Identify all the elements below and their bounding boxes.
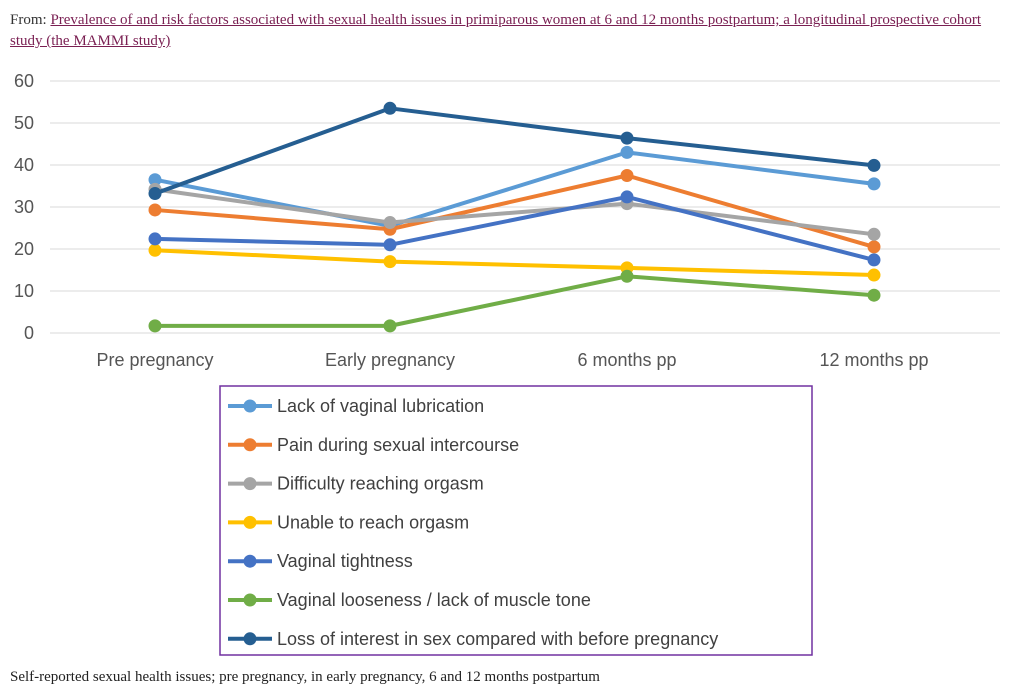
- data-point: [867, 177, 881, 191]
- data-point: [148, 173, 162, 187]
- data-point: [867, 253, 881, 267]
- legend-swatch-marker: [243, 632, 257, 646]
- y-tick-label: 20: [14, 239, 34, 259]
- legend: Lack of vaginal lubrication Pain during s…: [219, 385, 813, 656]
- series-group: [148, 101, 881, 333]
- series-line: [153, 187, 876, 237]
- line-chart: 0 10 20 30 40 50 60 Pre pregnancy Early pregnan…: [14, 71, 1000, 656]
- legend-label: Loss of interest in sex compared with be…: [277, 629, 718, 649]
- y-axis-ticks: 0 10 20 30 40 50 60: [14, 71, 34, 343]
- legend-swatch-marker: [243, 477, 257, 491]
- y-tick-label: 10: [14, 281, 34, 301]
- series-line: [153, 248, 876, 278]
- data-point: [867, 288, 881, 302]
- legend-item: Pain during sexual intercourse: [228, 435, 519, 455]
- series-line: [153, 194, 876, 262]
- source-citation: From: Prevalence of and risk factors ass…: [10, 10, 1000, 52]
- data-point: [383, 238, 397, 252]
- legend-swatch-marker: [243, 554, 257, 568]
- data-point: [148, 243, 162, 257]
- legend-swatch-marker: [243, 593, 257, 607]
- legend-item: Difficulty reaching orgasm: [228, 474, 484, 494]
- y-tick-label: 30: [14, 197, 34, 217]
- legend-label: Vaginal tightness: [277, 551, 413, 571]
- data-point: [620, 131, 634, 145]
- source-prefix: From:: [10, 12, 51, 28]
- figure-caption: Self-reported sexual health issues; pre …: [10, 669, 600, 685]
- series-vaginal-looseness-lack-of-muscle-tone: [148, 269, 881, 333]
- data-point: [867, 227, 881, 241]
- legend-item: Loss of interest in sex compared with be…: [228, 629, 718, 649]
- data-point: [620, 190, 634, 204]
- y-tick-label: 40: [14, 155, 34, 175]
- legend-item: Lack of vaginal lubrication: [228, 396, 484, 416]
- source-article-link[interactable]: Prevalence of and risk factors associate…: [10, 12, 982, 49]
- data-point: [148, 232, 162, 246]
- data-point: [148, 203, 162, 217]
- data-point: [620, 169, 634, 182]
- data-point: [867, 158, 881, 172]
- legend-item: Vaginal tightness: [228, 551, 413, 571]
- data-point: [383, 216, 397, 230]
- y-tick-label: 50: [14, 113, 34, 133]
- legend-label: Unable to reach orgasm: [277, 512, 469, 532]
- series-loss-of-interest-in-sex-compared-with-before-pregnancy: [148, 101, 881, 201]
- x-axis-ticks: Pre pregnancy Early pregnancy 6 months pp 1…: [96, 350, 928, 370]
- legend-swatch-marker: [243, 399, 257, 413]
- legend-swatch-marker: [243, 515, 257, 529]
- data-point: [867, 268, 881, 282]
- legend-label: Vaginal looseness / lack of muscle tone: [277, 590, 591, 610]
- data-point: [383, 319, 397, 333]
- x-tick-label: Early pregnancy: [325, 350, 455, 370]
- y-tick-label: 0: [24, 323, 34, 343]
- legend-label: Lack of vaginal lubrication: [277, 396, 484, 416]
- data-point: [383, 101, 397, 115]
- series-unable-to-reach-orgasm: [148, 243, 881, 282]
- data-point: [383, 255, 397, 269]
- data-point: [867, 240, 881, 254]
- data-point: [148, 187, 162, 201]
- series-line: [153, 150, 876, 228]
- x-tick-label: Pre pregnancy: [96, 350, 213, 370]
- legend-label: Pain during sexual intercourse: [277, 435, 519, 455]
- legend-label: Difficulty reaching orgasm: [277, 474, 484, 494]
- series-vaginal-tightness: [148, 190, 881, 267]
- legend-swatch-marker: [243, 438, 257, 452]
- legend-box: [219, 385, 813, 656]
- legend-item: Vaginal looseness / lack of muscle tone: [228, 590, 591, 610]
- gridlines: [50, 80, 1000, 334]
- y-tick-label: 60: [14, 71, 34, 91]
- legend-item: Unable to reach orgasm: [228, 512, 469, 532]
- data-point: [620, 145, 634, 159]
- series-line: [153, 274, 876, 328]
- series-line: [153, 106, 876, 196]
- series-line: [153, 173, 876, 249]
- data-point: [148, 319, 162, 333]
- x-tick-label: 6 months pp: [577, 350, 676, 370]
- x-tick-label: 12 months pp: [819, 350, 928, 370]
- data-point: [620, 269, 634, 283]
